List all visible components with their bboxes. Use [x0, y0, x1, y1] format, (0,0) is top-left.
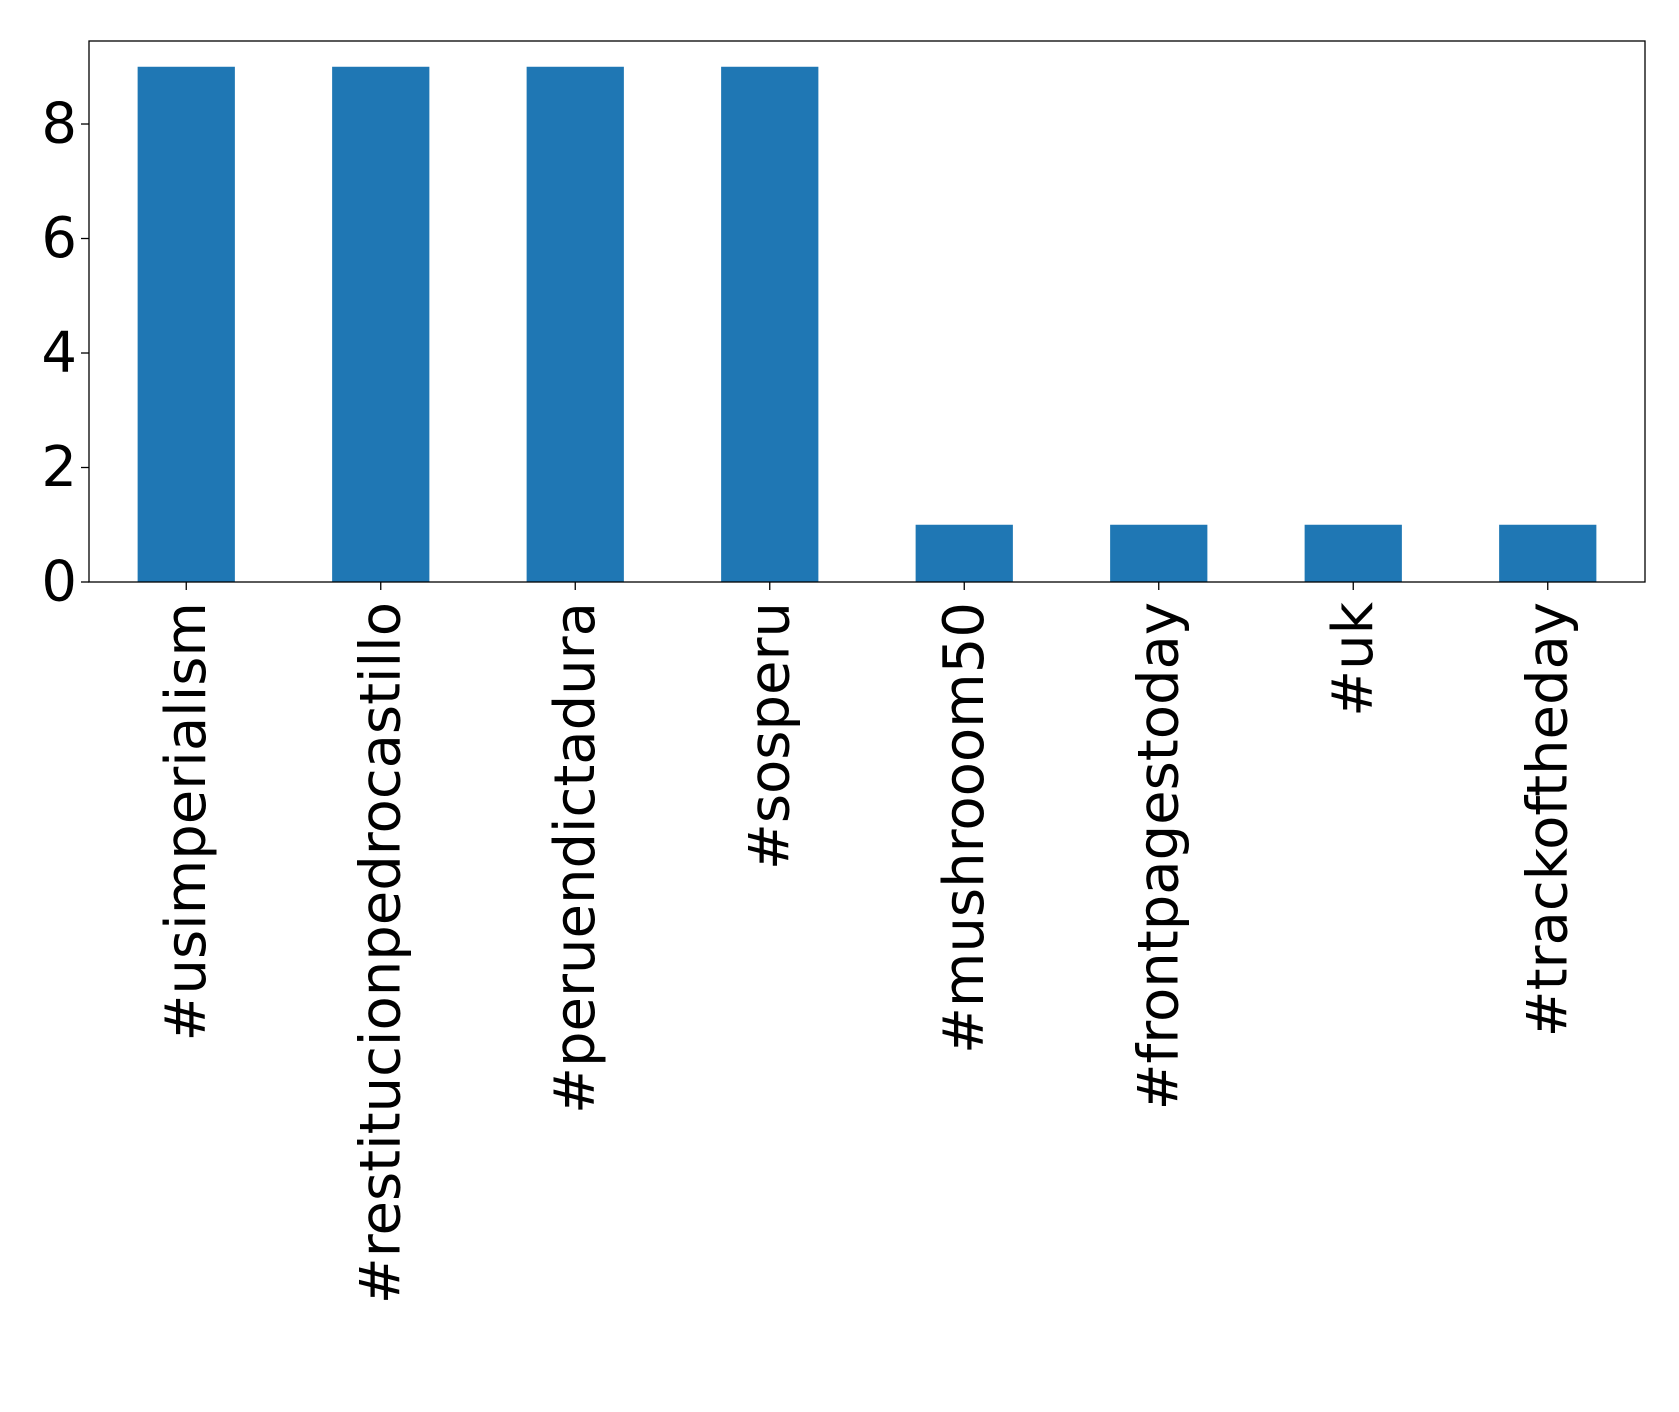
bars-group: [137, 66, 1597, 582]
bar: [137, 66, 235, 582]
x-tick-label: #usimperialism: [154, 602, 219, 1041]
x-tick-label: #frontpagestoday: [1126, 602, 1191, 1110]
plot-frame: [88, 40, 1646, 583]
bar: [1304, 524, 1402, 582]
y-axis: 0 2 4 6 8: [41, 92, 89, 615]
y-tick-label: 0: [41, 550, 77, 615]
x-tick-label: #uk: [1321, 601, 1386, 716]
x-tick-label: #peruendictadura: [543, 602, 608, 1114]
x-tick-label: #restitucionpedrocastillo: [348, 602, 413, 1304]
y-tick-label: 4: [41, 321, 77, 386]
bar: [721, 66, 819, 582]
y-tick-label: 6: [41, 206, 77, 271]
x-tick-label: #mushrooom50: [932, 602, 997, 1054]
y-tick-label: 8: [41, 92, 77, 157]
x-tick-label: #sosperu: [737, 602, 802, 870]
bar: [915, 524, 1013, 582]
bar: [1499, 524, 1597, 582]
bar: [526, 66, 624, 582]
x-axis: #usimperialism #restitucionpedrocastillo #…: [154, 582, 1580, 1304]
x-tick-label: #trackoftheday: [1515, 602, 1580, 1037]
bar: [1110, 524, 1208, 582]
bar: [332, 66, 430, 582]
y-tick-label: 2: [41, 435, 77, 500]
